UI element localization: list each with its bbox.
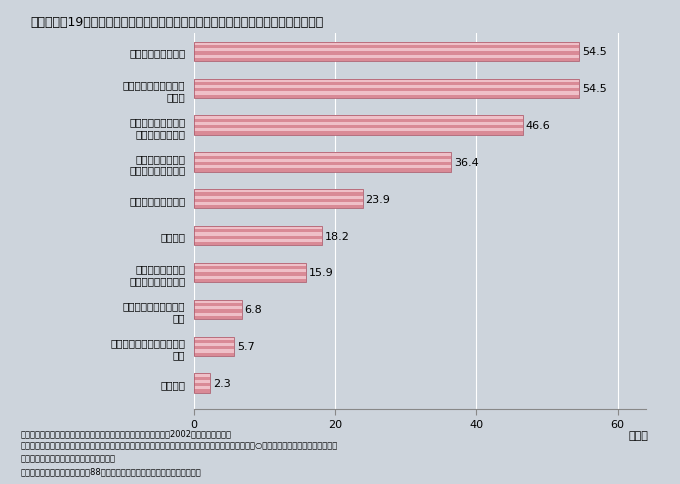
Bar: [194, 349, 234, 353]
Bar: [194, 83, 579, 86]
Bar: [194, 306, 242, 310]
Bar: [194, 190, 362, 209]
Bar: [194, 276, 306, 279]
Bar: [194, 337, 234, 340]
Bar: [194, 95, 579, 99]
Bar: [194, 153, 451, 156]
Bar: [194, 43, 579, 62]
Bar: [194, 374, 210, 393]
Bar: [194, 89, 579, 92]
Text: 6.8: 6.8: [245, 305, 262, 315]
Bar: [194, 159, 451, 163]
Text: 2.3: 2.3: [213, 378, 231, 388]
Bar: [194, 386, 210, 390]
Text: ３．回答した団体は、88団体（「その他」は図中への記載を省略）。: ３．回答した団体は、88団体（「その他」は図中への記載を省略）。: [20, 466, 201, 475]
Bar: [194, 190, 362, 193]
Bar: [194, 236, 322, 239]
Bar: [194, 263, 306, 267]
Bar: [194, 166, 451, 169]
Bar: [194, 390, 210, 393]
Bar: [194, 202, 362, 206]
Text: 第３－２－19図　支援組織が重点を置く支援目的は活動が地域に根付くために役立つ: 第３－２－19図 支援組織が重点を置く支援目的は活動が地域に根付くために役立つ: [31, 15, 324, 29]
Bar: [194, 227, 322, 230]
Bar: [194, 52, 579, 56]
Bar: [194, 59, 579, 62]
Bar: [194, 122, 523, 126]
Bar: [194, 193, 362, 196]
Bar: [194, 313, 242, 316]
Bar: [194, 300, 242, 303]
Text: 36.4: 36.4: [454, 158, 479, 167]
Text: 54.5: 54.5: [581, 84, 607, 94]
Bar: [194, 126, 523, 129]
Bar: [194, 380, 210, 383]
Text: 15.9: 15.9: [309, 268, 334, 278]
Bar: [194, 374, 210, 377]
Text: （備考）１．内閣府「中間支援組織の現状と課題に関する調査」（2002年）により作成。: （備考）１．内閣府「中間支援組織の現状と課題に関する調査」（2002年）により作…: [20, 428, 231, 438]
Bar: [194, 79, 579, 99]
Bar: [194, 129, 523, 132]
Text: 23.9: 23.9: [365, 195, 390, 204]
Bar: [194, 340, 234, 343]
Bar: [194, 227, 322, 246]
Bar: [194, 343, 234, 347]
Bar: [194, 273, 306, 276]
Bar: [194, 242, 322, 246]
Text: 対して回答した団体の割合。: 対して回答した団体の割合。: [20, 454, 116, 463]
Text: （％）: （％）: [628, 430, 648, 439]
Bar: [194, 169, 451, 172]
Bar: [194, 347, 234, 349]
Bar: [194, 120, 523, 122]
Bar: [194, 353, 234, 356]
Text: 46.6: 46.6: [526, 121, 551, 131]
Bar: [194, 310, 242, 313]
Bar: [194, 116, 523, 120]
Bar: [194, 49, 579, 52]
Bar: [194, 86, 579, 89]
Bar: [194, 153, 451, 172]
Bar: [194, 230, 322, 233]
Bar: [194, 132, 523, 136]
Text: 5.7: 5.7: [237, 342, 254, 351]
Bar: [194, 300, 242, 319]
Bar: [194, 337, 234, 356]
Bar: [194, 263, 306, 283]
Bar: [194, 267, 306, 270]
Bar: [194, 279, 306, 283]
Bar: [194, 46, 579, 49]
Bar: [194, 233, 322, 236]
Text: 54.5: 54.5: [581, 47, 607, 57]
Bar: [194, 316, 242, 319]
Bar: [194, 56, 579, 59]
Bar: [194, 239, 322, 242]
Text: ２．「貴団体が最も重点を置く「組織の目的・ミッション」について該当する番号を３つ選んで○をつけてください。」という問に: ２．「貴団体が最も重点を置く「組織の目的・ミッション」について該当する番号を３つ…: [20, 441, 338, 450]
Bar: [194, 79, 579, 83]
Bar: [194, 270, 306, 273]
Bar: [194, 206, 362, 209]
Bar: [194, 43, 579, 46]
Bar: [194, 156, 451, 159]
Bar: [194, 163, 451, 166]
Bar: [194, 116, 523, 136]
Bar: [194, 196, 362, 199]
Bar: [194, 199, 362, 202]
Bar: [194, 303, 242, 306]
Bar: [194, 92, 579, 95]
Bar: [194, 377, 210, 380]
Text: 18.2: 18.2: [325, 231, 350, 241]
Bar: [194, 383, 210, 386]
